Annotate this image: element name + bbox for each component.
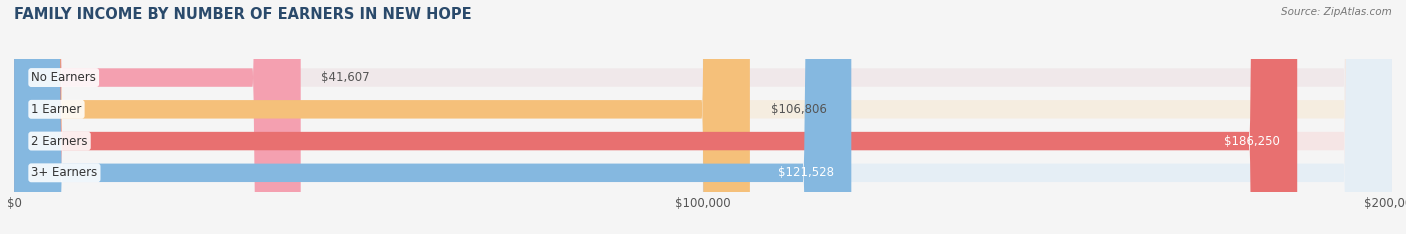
Text: $41,607: $41,607 [322,71,370,84]
FancyBboxPatch shape [14,0,749,234]
FancyBboxPatch shape [14,0,301,234]
FancyBboxPatch shape [14,0,1392,234]
Text: 3+ Earners: 3+ Earners [31,166,97,179]
Text: Source: ZipAtlas.com: Source: ZipAtlas.com [1281,7,1392,17]
Text: No Earners: No Earners [31,71,96,84]
Text: $106,806: $106,806 [770,103,827,116]
Text: $186,250: $186,250 [1225,135,1279,148]
Text: 2 Earners: 2 Earners [31,135,87,148]
Text: FAMILY INCOME BY NUMBER OF EARNERS IN NEW HOPE: FAMILY INCOME BY NUMBER OF EARNERS IN NE… [14,7,471,22]
FancyBboxPatch shape [14,0,1298,234]
FancyBboxPatch shape [14,0,851,234]
FancyBboxPatch shape [14,0,1392,234]
FancyBboxPatch shape [14,0,1392,234]
Text: 1 Earner: 1 Earner [31,103,82,116]
Text: $121,528: $121,528 [778,166,834,179]
FancyBboxPatch shape [14,0,1392,234]
